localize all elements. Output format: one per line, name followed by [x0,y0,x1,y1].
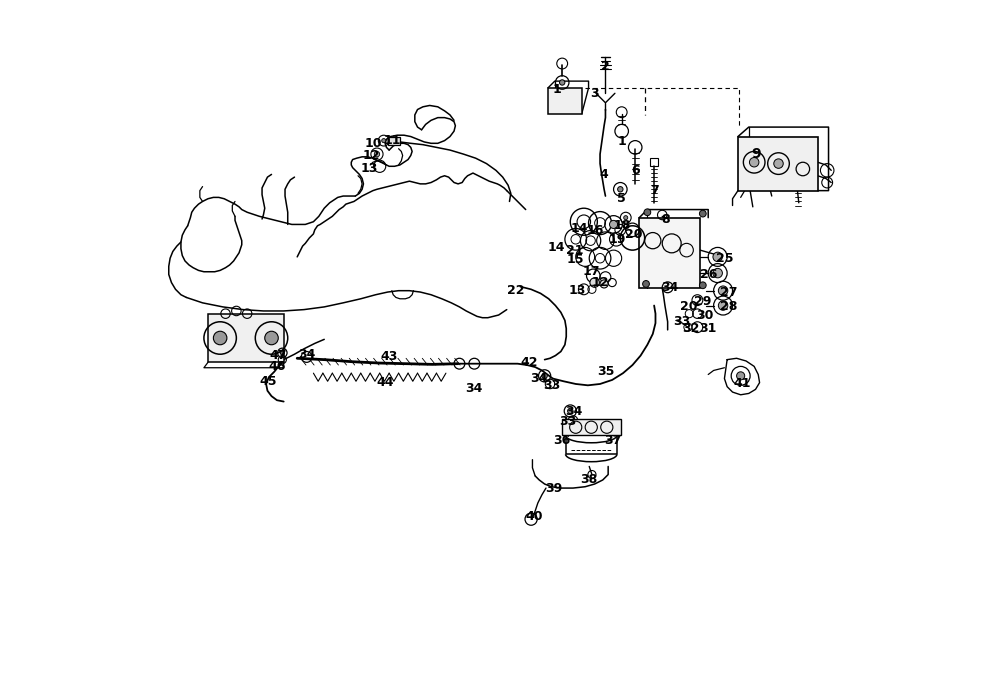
Circle shape [737,372,745,380]
Text: 5: 5 [617,192,625,206]
Circle shape [643,281,649,287]
Circle shape [699,282,706,289]
Text: 22: 22 [507,284,525,297]
Text: 38: 38 [581,473,598,486]
Bar [388,137,400,145]
Circle shape [749,158,759,167]
Circle shape [699,210,706,217]
Circle shape [542,373,547,379]
Text: 28: 28 [720,300,737,314]
Circle shape [718,286,728,295]
Text: 34: 34 [531,372,548,385]
Text: 25: 25 [716,251,733,265]
Text: 33: 33 [559,415,576,429]
Bar [738,137,818,191]
Text: 26: 26 [700,268,717,281]
Circle shape [213,331,227,345]
Circle shape [624,216,628,220]
Circle shape [559,80,565,85]
Text: 32: 32 [683,322,700,335]
Text: 13: 13 [360,162,378,176]
Text: 46: 46 [268,360,286,373]
Text: 29: 29 [694,295,711,308]
Circle shape [265,331,278,345]
Circle shape [774,159,783,168]
Circle shape [280,351,284,355]
Text: 40: 40 [525,510,543,523]
Circle shape [590,278,599,287]
Text: 11: 11 [383,134,401,147]
Text: 37: 37 [604,433,622,447]
Circle shape [600,280,608,288]
Text: 12: 12 [363,149,380,162]
Text: 12: 12 [591,276,609,289]
Text: 7: 7 [650,184,659,197]
Text: 33: 33 [673,315,690,329]
Text: 34: 34 [662,281,679,294]
Text: 21: 21 [566,243,584,257]
Text: 6: 6 [632,164,640,177]
Text: 9: 9 [751,147,761,161]
Circle shape [713,252,722,262]
Text: 31: 31 [699,322,716,335]
Text: 35: 35 [597,365,615,379]
Text: 18: 18 [614,219,631,233]
Bar [639,218,700,288]
Bar [562,419,621,435]
Text: 30: 30 [696,308,714,322]
Text: 42: 42 [520,356,538,369]
Bar [548,88,582,114]
Circle shape [618,187,623,192]
Text: 19: 19 [609,233,626,246]
Text: 45: 45 [259,375,277,388]
Circle shape [568,408,573,414]
Text: 16: 16 [587,224,604,237]
Text: 4: 4 [600,168,608,181]
Bar [208,314,284,362]
Text: 34: 34 [466,381,483,395]
Circle shape [713,268,722,278]
Text: 10: 10 [364,137,382,150]
Text: 27: 27 [720,285,737,299]
Text: 34: 34 [298,347,315,361]
Circle shape [718,301,728,310]
Text: 39: 39 [545,481,562,495]
Text: 1: 1 [552,82,561,96]
Text: 36: 36 [553,433,570,447]
Text: 1: 1 [618,135,627,149]
Text: 2: 2 [601,59,610,73]
Text: 3: 3 [590,87,599,100]
Text: 17: 17 [583,265,600,279]
Text: 13: 13 [568,283,586,297]
Text: 20: 20 [625,228,643,241]
Text: 43: 43 [380,350,398,364]
Text: 33: 33 [543,379,561,392]
Text: 8: 8 [661,212,670,226]
Text: 41: 41 [733,377,751,391]
Text: 34: 34 [565,405,582,418]
Text: 15: 15 [566,253,584,266]
Circle shape [382,139,386,143]
Circle shape [610,220,618,228]
Circle shape [644,209,651,216]
Text: 20: 20 [680,300,697,314]
Text: 14: 14 [548,241,566,254]
Circle shape [374,151,380,157]
Text: 44: 44 [376,376,394,389]
Bar [650,158,658,166]
Text: 47: 47 [270,349,287,362]
Text: 14: 14 [571,222,589,235]
